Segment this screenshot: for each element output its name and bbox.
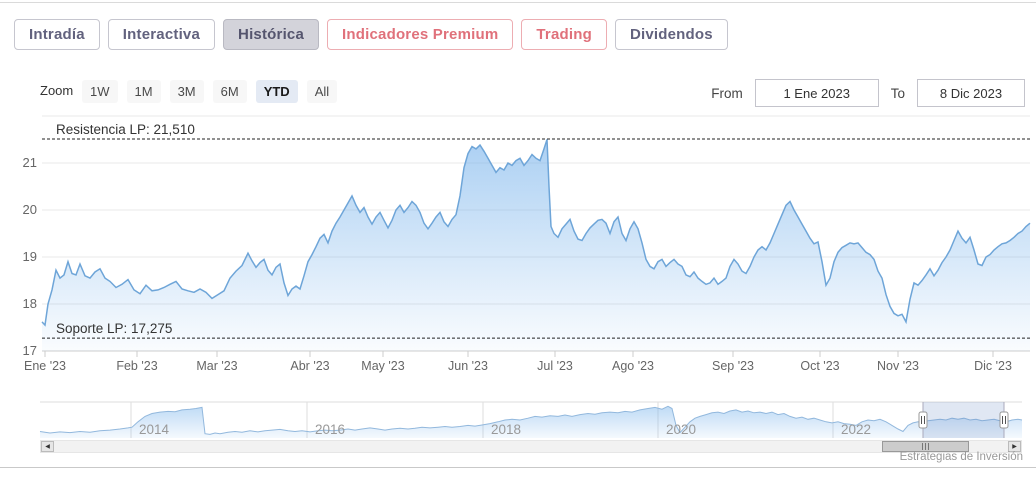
y-axis-label: 21 <box>23 155 37 170</box>
x-axis-label: Abr '23 <box>290 359 329 373</box>
scrollbar-right-arrow-icon[interactable]: ▶ <box>1008 441 1021 452</box>
x-axis-label: Ene '23 <box>24 359 66 373</box>
x-axis-label: Feb '23 <box>116 359 157 373</box>
date-range-controls: From To <box>711 79 1025 107</box>
y-axis-label: 19 <box>23 249 37 264</box>
scrollbar-thumb[interactable] <box>882 441 969 452</box>
navigator-left-handle[interactable] <box>918 411 928 429</box>
tab-indicadores-premium[interactable]: Indicadores Premium <box>327 19 514 50</box>
chart-credit: Estrategias de Inversión <box>899 451 1023 463</box>
bottom-divider <box>0 467 1036 468</box>
from-date-input[interactable] <box>754 79 879 107</box>
tab-intradia[interactable]: Intradía <box>14 19 100 50</box>
range-all[interactable]: All <box>306 80 338 103</box>
navigator-area <box>40 406 1022 438</box>
from-label: From <box>711 85 743 101</box>
x-axis-label: Ago '23 <box>612 359 654 373</box>
navigator-chart[interactable]: 2014 2016 2018 2020 2022 <box>0 395 1036 440</box>
tab-trading[interactable]: Trading <box>521 19 607 50</box>
x-axis-label: Dic '23 <box>974 359 1012 373</box>
to-date-input[interactable] <box>917 79 1025 107</box>
grip-icon <box>928 443 929 450</box>
tab-dividendos[interactable]: Dividendos <box>614 19 728 50</box>
year-label: 2020 <box>666 422 696 437</box>
x-axis-label: Jun '23 <box>448 359 488 373</box>
range-1m[interactable]: 1M <box>126 80 161 103</box>
year-label: 2014 <box>139 422 170 437</box>
range-6m[interactable]: 6M <box>212 80 247 103</box>
range-selector: 1W 1M 3M 6M YTD All <box>82 80 338 103</box>
y-axis-label: 18 <box>23 296 37 311</box>
price-line <box>41 139 1031 327</box>
x-axis-label: May '23 <box>361 359 404 373</box>
x-axis-label: Oct '23 <box>800 359 839 373</box>
price-area <box>42 139 1030 351</box>
y-axis-label: 20 <box>23 202 37 217</box>
chart-scrollbar[interactable]: ◀ ▶ <box>40 440 1022 453</box>
year-label: 2016 <box>315 422 345 437</box>
year-label: 2022 <box>841 422 871 437</box>
scrollbar-left-arrow-icon[interactable]: ◀ <box>41 441 54 452</box>
grip-icon <box>925 443 926 450</box>
top-divider <box>0 2 1036 3</box>
x-axis-label: Nov '23 <box>877 359 919 373</box>
x-axis-label: Sep '23 <box>712 359 754 373</box>
support-label: Soporte LP: 17,275 <box>56 321 172 336</box>
navigator-selection-mask[interactable] <box>923 402 1004 438</box>
range-ytd[interactable]: YTD <box>255 80 298 103</box>
chart-tabs: Intradía Interactiva Histórica Indicador… <box>14 19 728 50</box>
zoom-label: Zoom <box>40 83 74 98</box>
range-1w[interactable]: 1W <box>82 80 118 103</box>
navigator-line <box>39 405 1023 435</box>
x-axis-label: Mar '23 <box>196 359 237 373</box>
price-chart: 17 18 19 20 21 Resistencia LP: 21,510 Soporte … <box>23 115 1031 373</box>
x-axis-label: Jul '23 <box>537 359 573 373</box>
grip-icon <box>922 443 923 450</box>
to-label: To <box>890 85 905 101</box>
range-3m[interactable]: 3M <box>169 80 204 103</box>
tab-interactiva[interactable]: Interactiva <box>107 19 216 50</box>
y-axis-label: 17 <box>23 343 37 358</box>
tab-historica[interactable]: Histórica <box>223 19 320 50</box>
year-label: 2018 <box>491 422 521 437</box>
resistance-label: Resistencia LP: 21,510 <box>56 122 195 137</box>
navigator-right-handle[interactable] <box>999 411 1009 429</box>
